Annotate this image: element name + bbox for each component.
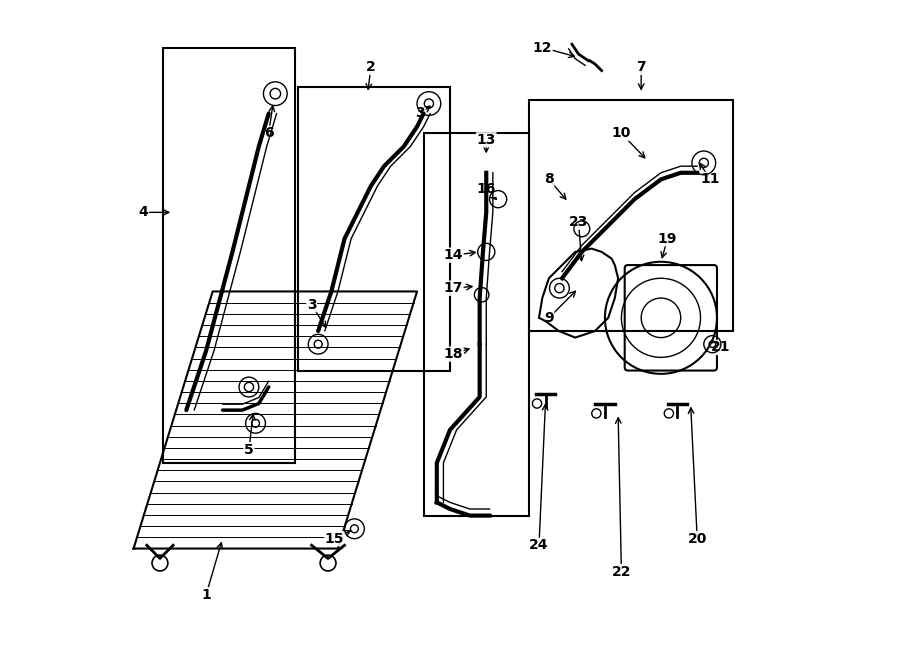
Text: 6: 6 [264, 126, 274, 140]
Bar [424, 133, 529, 516]
Text: 24: 24 [529, 538, 549, 552]
Text: 19: 19 [658, 232, 677, 246]
Text: 20: 20 [688, 532, 706, 545]
Text: 3: 3 [416, 107, 425, 120]
Bar [529, 100, 733, 331]
Text: 7: 7 [636, 60, 646, 74]
Text: 4: 4 [139, 205, 148, 219]
Text: 2: 2 [366, 60, 376, 74]
Text: 16: 16 [477, 182, 496, 196]
Text: 9: 9 [544, 311, 554, 325]
Text: 21: 21 [710, 340, 730, 354]
Text: 22: 22 [612, 565, 631, 579]
Text: 18: 18 [444, 347, 463, 361]
Text: 11: 11 [700, 172, 720, 187]
Text: 5: 5 [244, 443, 254, 457]
Text: 12: 12 [533, 40, 552, 54]
Text: 14: 14 [444, 248, 463, 262]
Bar [163, 48, 295, 463]
Text: 23: 23 [569, 215, 589, 229]
Text: 17: 17 [444, 281, 463, 295]
Text: 8: 8 [544, 172, 554, 187]
Text: 3: 3 [307, 298, 317, 312]
Text: 10: 10 [612, 126, 631, 140]
Text: 1: 1 [202, 588, 211, 602]
Bar [299, 87, 450, 371]
Text: 15: 15 [325, 532, 345, 545]
Text: 13: 13 [477, 133, 496, 147]
